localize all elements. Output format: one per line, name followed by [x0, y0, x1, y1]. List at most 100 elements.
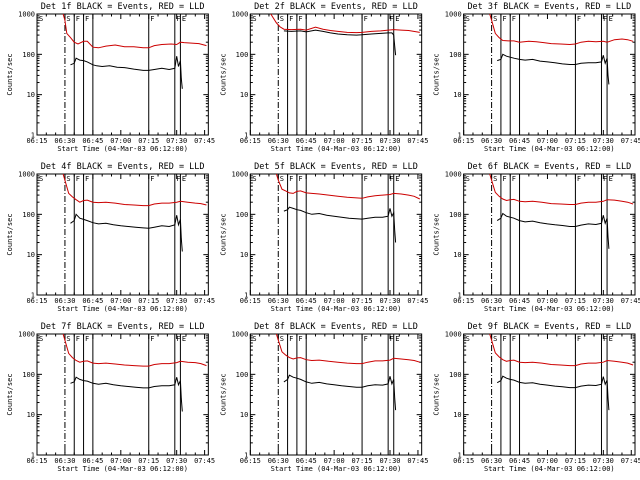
y-tick-label: 1	[244, 132, 248, 140]
event-marker-label: F	[176, 335, 180, 343]
x-tick-label: 07:30	[379, 457, 400, 465]
events-rate-line	[70, 56, 183, 89]
event-marker-label: F	[512, 335, 516, 343]
x-axis-label: Start Time (04-Mar-03 06:12:00)	[271, 145, 402, 153]
event-marker-label: F	[390, 175, 394, 183]
lld-rate-line	[489, 13, 634, 46]
y-tick-label: 10	[27, 411, 35, 419]
event-marker-label: F	[364, 175, 368, 183]
y-tick-label: 100	[449, 51, 462, 59]
y-tick-label: 1000	[18, 11, 35, 19]
panel-title: Det 8f BLACK = Events, RED = LLD	[254, 322, 418, 332]
event-marker-label: F	[502, 15, 506, 23]
x-tick-label: 07:00	[537, 137, 558, 145]
event-marker-label: S	[66, 15, 70, 23]
y-tick-label: 100	[22, 211, 35, 219]
detector-panel: Det 4f BLACK = Events, RED = LLD 1 10 100 10…	[6, 162, 215, 313]
event-marker-label: E	[182, 335, 186, 343]
x-tick-label: 06:30	[54, 457, 75, 465]
y-axis-label: Counts/sec	[433, 373, 441, 415]
event-marker-label: E	[395, 175, 399, 183]
x-tick-label: 07:15	[352, 297, 373, 305]
plot-frame	[36, 13, 209, 136]
lld-rate-line	[62, 13, 207, 49]
events-rate-line	[70, 213, 183, 252]
event-marker-label: E	[182, 15, 186, 23]
lld-rate-line	[489, 173, 634, 205]
event-marker-label: F	[76, 335, 80, 343]
y-axis-label: Counts/sec	[219, 53, 227, 95]
start-flag-label: S	[466, 175, 470, 183]
x-tick-label: 07:30	[166, 297, 187, 305]
event-marker-label: F	[603, 15, 607, 23]
detector-panel: Det 6f BLACK = Events, RED = LLD 1 10 100 10…	[433, 162, 640, 313]
x-tick-label: 07:15	[352, 137, 373, 145]
event-marker-label: F	[502, 175, 506, 183]
event-marker-label: F	[176, 15, 180, 23]
event-marker-label: E	[609, 335, 613, 343]
panel-title: Det 1f BLACK = Events, RED = LLD	[41, 2, 205, 12]
x-tick-label: 06:45	[296, 457, 317, 465]
events-rate-line	[497, 53, 610, 85]
event-marker-label: S	[66, 175, 70, 183]
panel-title: Det 4f BLACK = Events, RED = LLD	[41, 162, 205, 172]
plot-frame	[36, 333, 209, 456]
x-tick-label: 06:45	[82, 457, 103, 465]
events-rate-line	[496, 375, 610, 411]
plot-frame	[249, 333, 423, 456]
event-marker-label: F	[298, 15, 302, 23]
x-tick-label: 07:30	[593, 297, 614, 305]
event-marker-label: F	[76, 15, 80, 23]
y-axis-label: Counts/sec	[219, 373, 227, 415]
x-tick-label: 07:15	[565, 137, 586, 145]
y-tick-label: 1000	[231, 171, 248, 179]
y-tick-label: 10	[453, 251, 461, 259]
event-marker-label: F	[150, 175, 154, 183]
y-tick-label: 100	[236, 371, 249, 379]
x-tick-label: 06:30	[481, 137, 502, 145]
lld-rate-line	[62, 173, 207, 207]
x-axis-label: Start Time (04-Mar-03 06:12:00)	[484, 145, 615, 153]
detector-panel: Det 8f BLACK = Events, RED = LLD 1 10 100 10…	[219, 322, 428, 473]
x-tick-label: 06:15	[26, 297, 47, 305]
x-axis-label: Start Time (04-Mar-03 06:12:00)	[271, 465, 402, 473]
events-rate-line	[283, 206, 397, 243]
x-tick-label: 07:00	[324, 297, 345, 305]
x-tick-label: 07:30	[166, 137, 187, 145]
x-tick-label: 06:45	[296, 137, 317, 145]
plot-frame	[249, 173, 423, 296]
y-tick-label: 1	[31, 132, 35, 140]
y-tick-label: 100	[236, 51, 249, 59]
x-tick-label: 07:00	[537, 457, 558, 465]
start-flag-label: S	[39, 335, 43, 343]
x-tick-label: 07:00	[537, 297, 558, 305]
plot-frame	[463, 173, 636, 296]
lld-rate-line	[489, 333, 634, 367]
x-tick-label: 07:30	[166, 457, 187, 465]
start-flag-label: S	[252, 15, 256, 23]
x-tick-label: 07:30	[379, 297, 400, 305]
event-marker-label: F	[512, 15, 516, 23]
panel-title: Det 9f BLACK = Events, RED = LLD	[467, 322, 631, 332]
event-marker-label: S	[66, 335, 70, 343]
x-tick-label: 06:45	[82, 137, 103, 145]
event-marker-label: F	[298, 175, 302, 183]
y-tick-label: 10	[453, 91, 461, 99]
detector-panel: Det 7f BLACK = Events, RED = LLD 1 10 100 10…	[6, 322, 215, 473]
x-axis-label: Start Time (04-Mar-03 06:12:00)	[271, 305, 402, 313]
y-tick-label: 1	[31, 452, 35, 460]
x-tick-label: 07:30	[379, 137, 400, 145]
event-marker-label: F	[603, 175, 607, 183]
x-tick-label: 06:15	[26, 457, 47, 465]
event-marker-label: S	[280, 175, 284, 183]
x-tick-label: 07:45	[194, 297, 215, 305]
x-tick-label: 07:15	[138, 297, 159, 305]
lld-rate-line	[62, 333, 207, 367]
event-marker-label: F	[577, 175, 581, 183]
x-tick-label: 06:45	[296, 297, 317, 305]
x-axis-label: Start Time (04-Mar-03 06:12:00)	[57, 465, 188, 473]
event-marker-label: F	[176, 175, 180, 183]
panel-title: Det 6f BLACK = Events, RED = LLD	[467, 162, 631, 172]
lld-rate-line	[275, 173, 421, 200]
x-tick-label: 06:30	[54, 137, 75, 145]
